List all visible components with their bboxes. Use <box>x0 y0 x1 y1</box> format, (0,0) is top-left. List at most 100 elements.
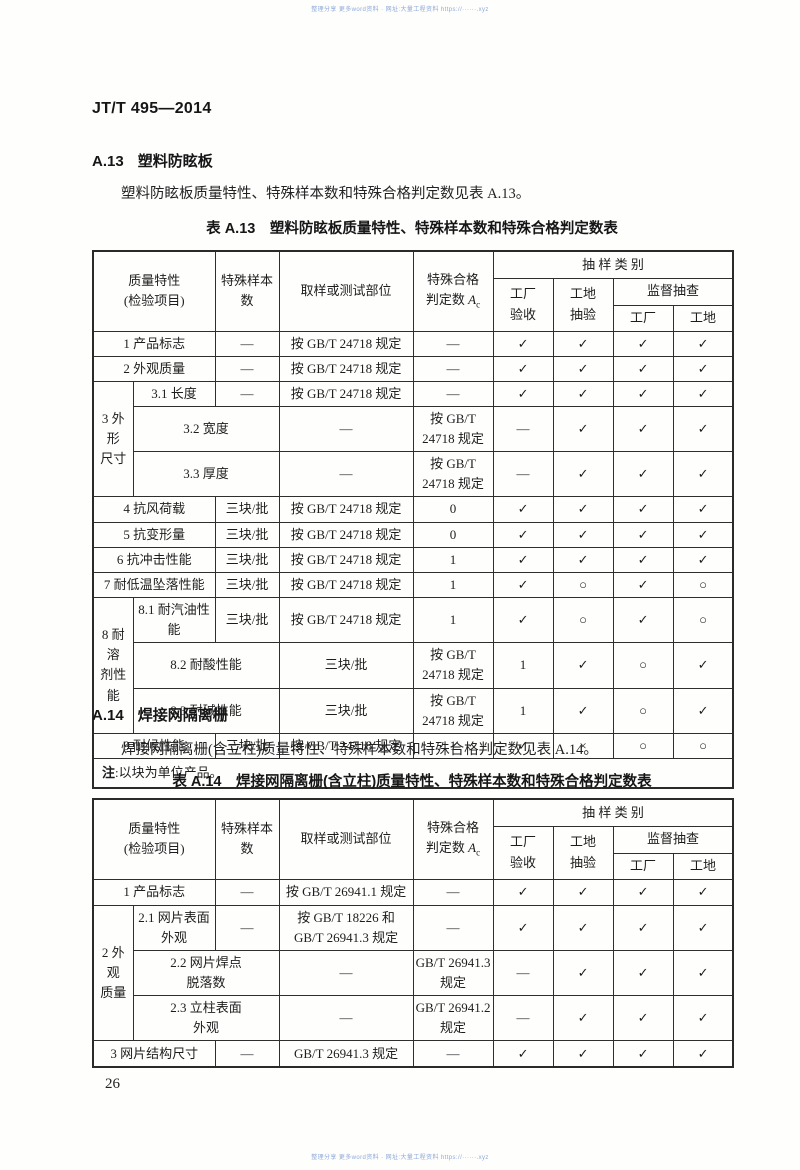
standard-number: JT/T 495—2014 <box>92 100 212 117</box>
row-label: 1 产品标志 <box>92 878 216 906</box>
cell-sample-count: — <box>214 904 280 951</box>
cell-method: 按 GB/T 24718 规定 <box>278 571 414 599</box>
row-label: 3.3 厚度 <box>132 451 280 498</box>
section-a14-title: 焊接网隔离栅 <box>137 707 228 724</box>
cell-mark: ○ <box>612 732 674 760</box>
cell-mark: ✓ <box>612 1040 674 1068</box>
cell-mark: ✓ <box>552 496 614 523</box>
section-a13-title: 塑料防眩板 <box>137 153 213 170</box>
table-row: 8 耐溶 剂性能 8.1 耐汽油性能 三块/批按 GB/T 24718 规定 1 ✓ ○ ✓… <box>92 597 734 734</box>
cell-method: 按 GB/T 24718 规定 <box>412 642 494 689</box>
header-cell-acceptance: 特殊合格 判定数 Ac <box>412 250 494 332</box>
section-a14-number: A.14 <box>92 707 124 724</box>
cell-acceptance-number: — <box>412 1040 494 1068</box>
header-cell-supervision-factory: 工厂 <box>612 304 674 332</box>
cell-mark: ✓ <box>552 1040 614 1068</box>
cell-sample-count: — <box>214 878 280 906</box>
row-label: 8.2 耐酸性能 <box>132 642 280 689</box>
cell-mark: ✓ <box>672 380 734 407</box>
cell-mark: ✓ <box>552 546 614 573</box>
table-a13-header: 质量特性 (检验项目) 特殊样本数 取样或测试部位 特殊合格 判定数 Ac 抽 样 … <box>92 250 734 332</box>
header-cell-supervision-factory: 工厂 <box>612 852 674 880</box>
cell-mark: ✓ <box>612 521 674 548</box>
cell-acceptance-number: 0 <box>412 496 494 523</box>
section-a13-paragraph: 塑料防眩板质量特性、特殊样本数和特殊合格判定数见表 A.13。 <box>121 186 531 202</box>
row-group-label: 8 耐溶 剂性能 <box>92 597 134 734</box>
row-label: 2 外观质量 <box>92 355 216 382</box>
header-cell-samples: 特殊样本数 <box>214 250 280 332</box>
header-cell-site-check: 工地 抽验 <box>552 825 614 880</box>
cell-mark: ✓ <box>612 355 674 382</box>
cell-mark: ✓ <box>612 546 674 573</box>
header-cell-sampling-category: 抽 样 类 别 <box>492 250 734 279</box>
cell-mark: ✓ <box>552 380 614 407</box>
cell-acceptance-number: 1 <box>492 642 554 689</box>
header-cell-acceptance: 特殊合格 判定数 Ac <box>412 798 494 880</box>
row-group-label: 2 外观 质量 <box>92 904 134 1042</box>
cell-mark: ✓ <box>552 687 614 734</box>
table-row: 3 外形 尺寸 3.1 长度 — 按 GB/T 24718 规定 — ✓ ✓ ✓ ✓ <box>92 380 734 498</box>
cell-mark: ✓ <box>612 405 674 453</box>
cell-acceptance-number: — <box>412 330 494 357</box>
cell-mark: ✓ <box>612 597 674 644</box>
header-cell-site-check: 工地 抽验 <box>552 277 614 332</box>
cell-mark: ○ <box>612 687 674 734</box>
cell-mark: ✓ <box>612 496 674 523</box>
cell-method: 按 GB/T 24718 规定 <box>278 330 414 357</box>
table-row: 1 产品标志 — 按 GB/T 26941.1 规定 — ✓ ✓ ✓ ✓ <box>92 878 734 906</box>
header-cell-supervision: 监督抽查 <box>612 277 734 306</box>
cell-mark: ○ <box>612 642 674 689</box>
cell-mark: ✓ <box>492 330 554 357</box>
cell-acceptance-number: 1 <box>412 732 494 760</box>
cell-acceptance-number: — <box>492 451 554 498</box>
cell-acceptance-number: — <box>412 380 494 407</box>
row-label: 6 抗冲击性能 <box>92 546 216 573</box>
table-row: 7 耐低温坠落性能 三块/批按 GB/T 24718 规定 1 ✓ ○ ✓ ○ <box>92 571 734 599</box>
cell-acceptance-number: 1 <box>412 571 494 599</box>
section-a14-paragraph: 焊接网隔离栅(含立柱)质量特性、特殊样本数和特殊合格判定数见表 A.14。 <box>121 742 598 758</box>
cell-mark: × <box>552 732 614 760</box>
cell-sample-count: — <box>214 1040 280 1068</box>
header-cell-samples: 特殊样本数 <box>214 798 280 880</box>
table-note: 注:以块为单位产品。 <box>92 758 734 789</box>
table-row: 4 抗风荷载 三块/批按 GB/T 24718 规定 0 ✓ ✓ ✓ ✓ <box>92 496 734 523</box>
cell-mark: ✓ <box>672 995 734 1042</box>
table-a14-caption: 表 A.14 焊接网隔离栅(含立柱)质量特性、特殊样本数和特殊合格判定数表 <box>172 774 652 790</box>
cell-mark: ✓ <box>612 330 674 357</box>
cell-mark: ✓ <box>612 571 674 599</box>
cell-sample-count: — <box>278 451 414 498</box>
cell-sample-count: 三块/批 <box>278 642 414 689</box>
page-number: 26 <box>105 1076 120 1092</box>
cell-method: 按 GB/T 24718 规定 <box>278 521 414 548</box>
cell-method: 按 GB/T 26941.1 规定 <box>278 878 414 906</box>
table-a13-body: 1 产品标志 — 按 GB/T 24718 规定 — ✓ ✓ ✓ ✓ 2 外观质量 — 按 GB/T… <box>92 330 734 789</box>
cell-mark: ✓ <box>672 642 734 689</box>
cell-sample-count: — <box>278 995 414 1042</box>
cell-sample-count: 三块/批 <box>214 571 280 599</box>
cell-mark: ✓ <box>672 451 734 498</box>
cell-mark: ✓ <box>492 496 554 523</box>
cell-mark: ○ <box>552 597 614 644</box>
cell-mark: ✓ <box>492 571 554 599</box>
cell-mark: ✓ <box>492 521 554 548</box>
cell-acceptance-number: — <box>412 878 494 906</box>
cell-method: 按 GB/T 24718 规定 <box>278 380 414 407</box>
row-label: 5 抗变形量 <box>92 521 216 548</box>
watermark-bottom: 整理分享 更多word资料 · 网址:大量工程资料 https://······… <box>311 1155 489 1161</box>
cell-mark: ✓ <box>612 949 674 997</box>
row-label: 9 耐候性能 <box>92 732 216 760</box>
cell-mark: ✓ <box>552 330 614 357</box>
cell-mark: ○ <box>552 571 614 599</box>
cell-mark: ✓ <box>552 642 614 689</box>
table-row: 3.3 厚度—按 GB/T 24718 规定—✓✓✓✓ <box>93 451 734 498</box>
table-row: 5 抗变形量 三块/批按 GB/T 24718 规定 0 ✓ ✓ ✓ ✓ <box>92 521 734 548</box>
cell-mark: ✓ <box>492 878 554 906</box>
cell-mark: ✓ <box>672 687 734 734</box>
header-cell-quality: 质量特性 (检验项目) <box>92 250 216 332</box>
cell-sample-count: 三块/批 <box>214 546 280 573</box>
table-row: 1 产品标志 — 按 GB/T 24718 规定 — ✓ ✓ ✓ ✓ <box>92 330 734 357</box>
cell-method: GB/T 26941.2 规定 <box>412 995 494 1042</box>
cell-mark: ✓ <box>672 949 734 997</box>
